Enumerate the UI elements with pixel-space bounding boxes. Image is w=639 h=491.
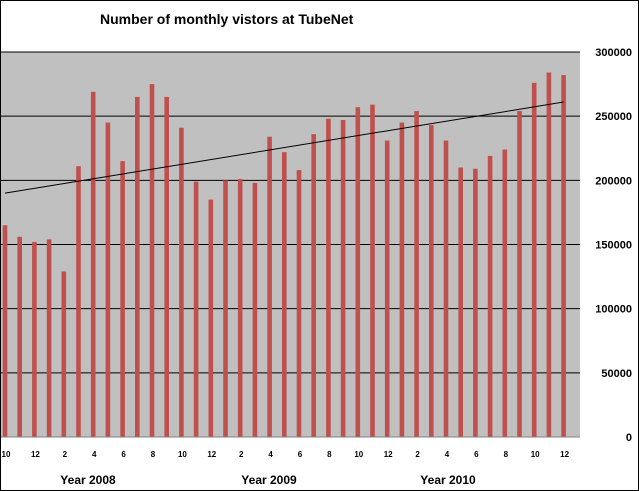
trendline <box>4 101 564 194</box>
year-label: Year 2009 <box>241 473 297 487</box>
y-tick-label: 200000 <box>595 175 632 187</box>
x-tick-label: 12 <box>384 450 393 459</box>
bar <box>105 122 111 437</box>
bar <box>355 107 361 437</box>
x-tick-label: 2 <box>63 450 68 459</box>
year-label: Year 2010 <box>420 473 476 487</box>
chart-title: Number of monthly vistors at TubeNet <box>100 11 354 27</box>
bar <box>61 271 67 437</box>
bar <box>282 152 287 437</box>
x-tick-label: 6 <box>298 450 303 459</box>
x-tick-label: 10 <box>354 450 363 459</box>
x-tick-label: 10 <box>178 450 187 459</box>
y-tick-label: 50000 <box>601 368 632 380</box>
bar <box>458 167 463 437</box>
bar <box>120 161 125 438</box>
x-tick-label: 8 <box>504 450 509 459</box>
x-tick-label: 12 <box>31 450 40 459</box>
bar <box>502 149 508 438</box>
x-tick-label: 2 <box>239 450 244 459</box>
y-tick-label: 150000 <box>595 240 632 252</box>
bar <box>443 140 449 438</box>
year-label: Year 2008 <box>60 473 116 487</box>
y-tick-label: 300000 <box>595 47 632 59</box>
trendline-group <box>4 101 564 194</box>
gridlines <box>1 51 580 374</box>
bar <box>296 170 302 438</box>
bar <box>384 140 390 438</box>
x-tick-label: 12 <box>560 450 569 459</box>
bar <box>2 225 8 437</box>
bar <box>267 136 272 437</box>
bar <box>546 72 552 438</box>
x-tick-label: 6 <box>121 450 126 459</box>
bar <box>531 82 537 438</box>
bar <box>473 168 478 438</box>
x-tick-label: 2 <box>415 450 420 459</box>
bar <box>193 181 199 437</box>
x-tick-label: 8 <box>151 450 156 459</box>
bar-series <box>2 72 566 438</box>
x-tick-label: 6 <box>474 450 479 459</box>
bar <box>149 84 155 437</box>
bar <box>252 182 258 437</box>
bar <box>399 122 405 437</box>
x-axis: 10 12 2 4 6 8 10 12 2 4 6 8 10 12 2 4 6 8 10 12 Year 2008 Yea… <box>1 436 580 487</box>
bar <box>46 239 52 437</box>
bar <box>414 111 419 438</box>
y-tick-label: 0 <box>626 432 632 444</box>
bar <box>90 91 96 438</box>
bar <box>311 134 316 437</box>
bar <box>76 166 81 437</box>
bar <box>487 155 493 437</box>
bar <box>164 96 169 438</box>
y-axis: 0 50000 100000 150000 200000 250000 300000 <box>595 47 632 444</box>
bar <box>561 75 566 437</box>
x-tick-label: 8 <box>327 450 332 459</box>
bar <box>370 104 375 437</box>
x-tick-label: 10 <box>531 450 540 459</box>
bar <box>326 118 331 437</box>
x-tick-label: 4 <box>268 450 273 459</box>
bar <box>223 180 228 438</box>
y-tick-label: 250000 <box>595 111 632 123</box>
x-tick-label: 4 <box>445 450 450 459</box>
x-tick-label: 4 <box>92 450 97 459</box>
bar <box>208 199 214 437</box>
bar <box>237 179 243 438</box>
bar <box>429 125 434 438</box>
bar <box>179 127 184 437</box>
bar <box>17 236 22 437</box>
y-tick-label: 100000 <box>595 304 632 316</box>
x-tick-label: 12 <box>207 450 216 459</box>
bar <box>32 241 37 437</box>
bar <box>340 120 346 438</box>
bar <box>135 96 140 438</box>
bar <box>517 111 522 438</box>
x-tick-label: 10 <box>2 450 11 459</box>
